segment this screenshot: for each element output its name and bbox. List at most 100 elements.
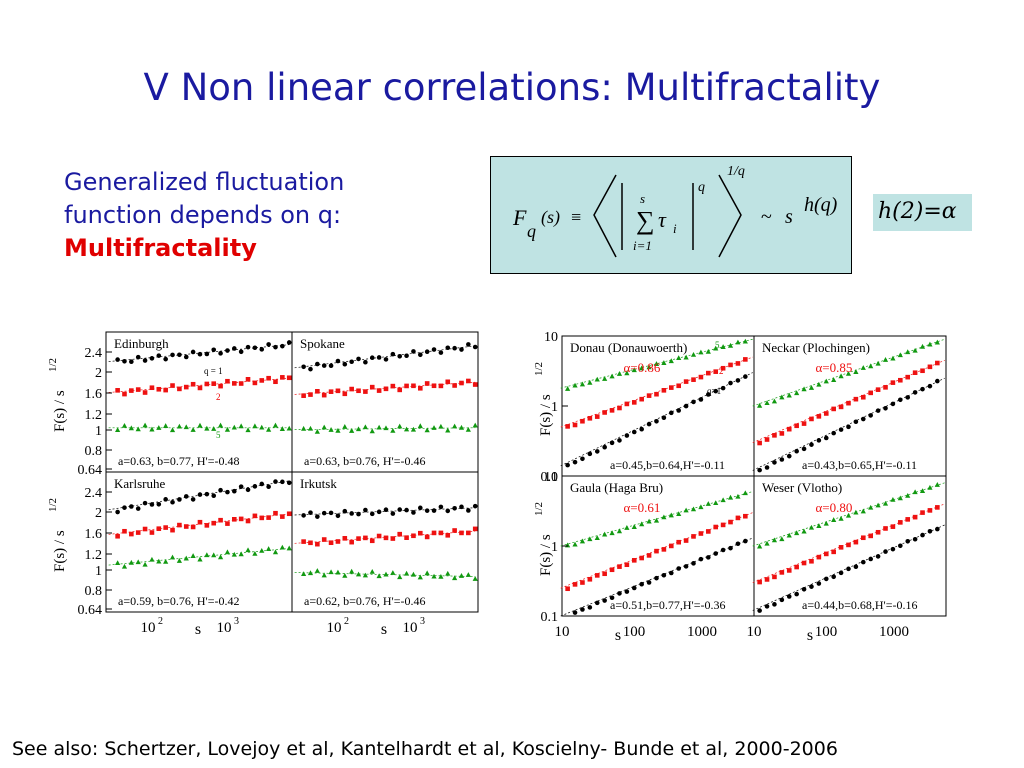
- data-point-q5: [794, 390, 800, 396]
- data-point-q2: [445, 533, 451, 538]
- data-point-q2: [142, 526, 148, 532]
- data-point-q5: [272, 549, 279, 555]
- data-point-q2: [565, 424, 570, 429]
- data-point-q5: [458, 424, 465, 430]
- data-point-q1: [772, 460, 777, 465]
- data-point-q5: [217, 554, 224, 560]
- data-point-q2: [404, 383, 409, 389]
- data-point-q5: [301, 571, 307, 577]
- y-tick-label: 1: [95, 564, 102, 579]
- data-point-q5: [445, 427, 451, 433]
- data-point-q2: [764, 437, 770, 442]
- data-point-q5: [197, 422, 203, 428]
- data-point-q1: [445, 345, 451, 351]
- panel-annotation: a=0.45,b=0.64,H'=-0.11: [610, 458, 725, 472]
- data-point-q5: [369, 568, 375, 574]
- data-point-q2: [691, 534, 696, 539]
- data-point-q1: [142, 500, 148, 506]
- data-point-q2: [646, 393, 652, 398]
- data-point-q5: [417, 423, 423, 429]
- data-point-q2: [342, 536, 348, 541]
- data-point-q1: [204, 351, 210, 357]
- data-point-q1: [683, 564, 689, 569]
- data-point-q5: [631, 367, 637, 373]
- data-point-q2: [431, 383, 437, 389]
- figure-right-rivers: F(s) / s 1/2 F(s) / s 1/2 Donau (Donauwoerth…: [533, 330, 947, 644]
- data-point-q2: [135, 387, 141, 392]
- h2-alpha-box: h(2)=α: [873, 194, 972, 231]
- data-point-q2: [868, 533, 873, 539]
- data-point-q5: [452, 423, 458, 429]
- data-point-q1: [831, 574, 836, 580]
- data-point-q1: [875, 554, 881, 559]
- data-point-q2: [898, 377, 903, 383]
- data-point-q2: [875, 529, 881, 535]
- data-point-q5: [169, 554, 176, 560]
- data-point-q1: [142, 358, 148, 363]
- data-point-q1: [698, 397, 704, 402]
- data-point-q1: [183, 354, 189, 360]
- data-point-q5: [376, 573, 382, 579]
- chart-panel-frame: [291, 331, 479, 473]
- data-point-q5: [438, 573, 444, 579]
- data-point-q2: [273, 510, 278, 516]
- data-point-q5: [882, 357, 889, 362]
- data-point-q2: [390, 383, 396, 389]
- data-point-q2: [232, 517, 237, 522]
- data-point-q1: [617, 438, 622, 443]
- data-point-q2: [411, 533, 416, 539]
- data-point-q5: [307, 570, 314, 576]
- data-point-q2: [654, 391, 659, 397]
- intro-text: Generalized fluctuation function depends…: [64, 166, 344, 265]
- data-point-q5: [238, 551, 244, 557]
- data-point-q2: [204, 381, 210, 387]
- data-point-q5: [252, 550, 258, 556]
- y-tick-label: 2: [95, 506, 102, 521]
- data-point-q1: [668, 410, 674, 416]
- data-point-q1: [225, 489, 230, 495]
- x-tick-label: 10: [555, 624, 570, 640]
- data-point-q1: [286, 340, 292, 345]
- formula-rhs-h: h(q): [804, 194, 838, 216]
- data-point-q1: [218, 487, 223, 493]
- x-tick-label: 100: [815, 624, 838, 640]
- data-point-q5: [231, 424, 237, 430]
- data-point-q1: [424, 349, 430, 355]
- data-point-q5: [609, 530, 615, 536]
- data-point-q1: [883, 549, 888, 554]
- data-point-q5: [128, 425, 134, 431]
- data-point-q1: [846, 424, 851, 430]
- data-point-q2: [390, 536, 396, 541]
- data-point-q2: [698, 531, 704, 536]
- data-point-q1: [273, 344, 278, 350]
- data-point-q2: [315, 541, 320, 547]
- data-point-q2: [424, 534, 430, 540]
- data-point-q2: [706, 529, 711, 534]
- data-point-q5: [727, 494, 734, 500]
- data-point-q5: [314, 428, 320, 434]
- data-point-q2: [920, 510, 925, 515]
- data-point-q1: [466, 508, 471, 513]
- data-point-q1: [831, 430, 836, 436]
- data-point-q5: [383, 425, 389, 431]
- data-point-q2: [431, 530, 437, 536]
- data-point-q2: [676, 383, 681, 389]
- data-point-q1: [794, 448, 799, 454]
- data-point-q1: [580, 607, 585, 612]
- data-point-q5: [676, 355, 682, 361]
- data-point-q2: [853, 396, 859, 402]
- data-point-q1: [280, 343, 285, 349]
- data-point-q2: [772, 574, 777, 580]
- data-point-q1: [853, 419, 859, 425]
- data-point-q5: [705, 348, 711, 354]
- x-axis-label: s: [381, 621, 387, 638]
- data-point-q5: [355, 426, 362, 432]
- panel-alpha: α=0.61: [623, 500, 660, 515]
- data-point-q1: [445, 508, 451, 514]
- data-point-q1: [356, 511, 361, 517]
- data-point-q2: [594, 573, 600, 578]
- data-point-q2: [286, 375, 292, 381]
- data-point-q5: [934, 339, 940, 345]
- data-point-q5: [245, 547, 251, 553]
- data-point-q5: [742, 338, 748, 344]
